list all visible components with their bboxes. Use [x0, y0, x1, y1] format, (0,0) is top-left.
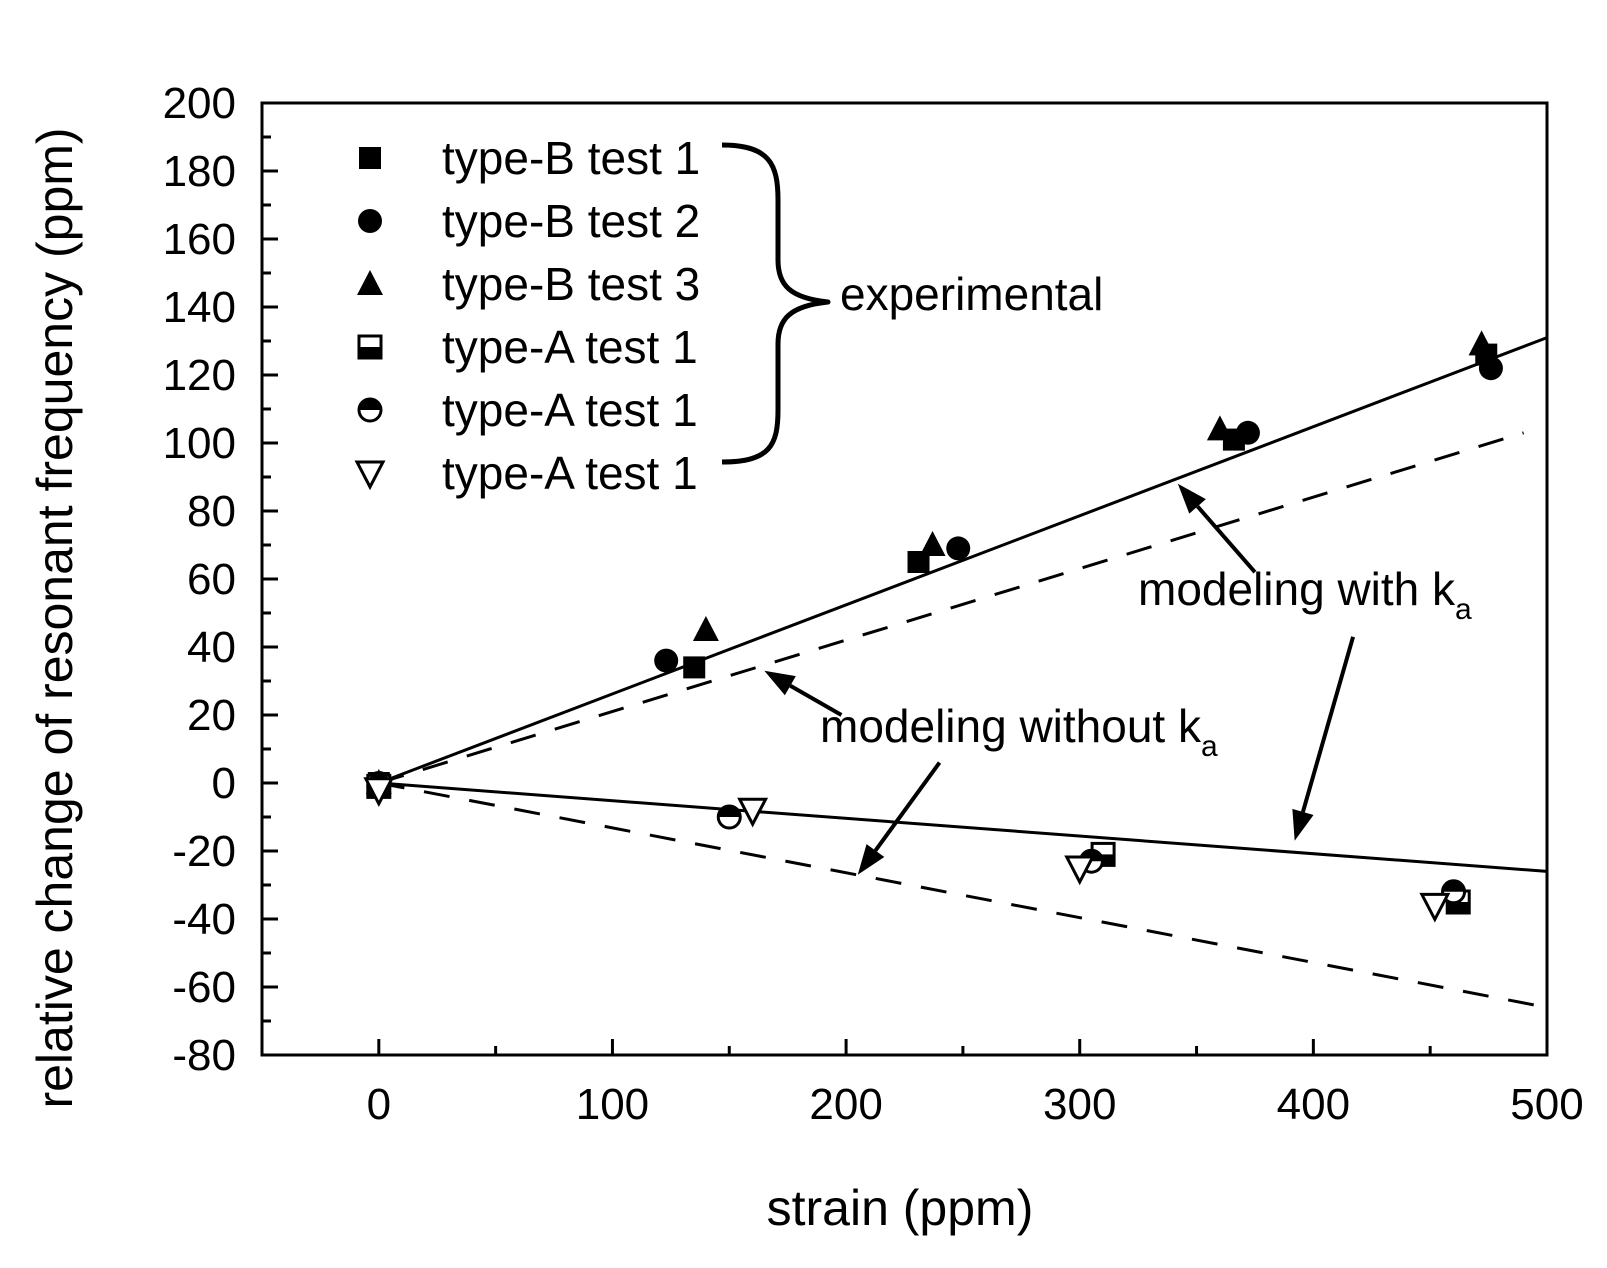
y-tick-label: -20: [172, 827, 236, 876]
y-tick-label: 100: [163, 419, 236, 468]
data-point-series-5-fill: [718, 806, 741, 817]
arrow-shaft: [1301, 636, 1356, 813]
data-point-series-4-fill: [1447, 902, 1470, 913]
tick-labels: 0 100 200 300 400 500200180160140120100806040…: [163, 79, 1584, 1129]
x-tick-label: 300: [1043, 1080, 1116, 1129]
arrow-head: [764, 670, 796, 696]
data-point-series-1: [683, 656, 706, 679]
annotation-modeling-without-ka: modeling without ka: [820, 700, 1218, 763]
data-points: [363, 330, 1503, 923]
arrow-head: [1177, 483, 1206, 514]
model-line-dashed: [378, 431, 1525, 785]
y-tick-label: 40: [187, 623, 236, 672]
x-tick-label: 0: [367, 1080, 391, 1129]
data-point-series-5: [716, 804, 742, 830]
arrow-shaft: [1196, 505, 1257, 574]
y-tick-label: 120: [163, 351, 236, 400]
x-tick-label: 200: [809, 1080, 882, 1129]
annotation-arrows: [764, 483, 1356, 875]
arrow-shaft: [789, 683, 843, 717]
data-point-series-1: [907, 551, 930, 573]
y-tick-label: -40: [172, 895, 236, 944]
legend-marker-fill: [359, 399, 381, 410]
y-tick-label: 140: [163, 283, 236, 332]
x-tick-label: 100: [576, 1080, 649, 1129]
data-point-series-2: [1235, 420, 1260, 445]
data-point-series-6: [363, 777, 395, 808]
arrow-head: [1292, 808, 1314, 841]
data-point-series-6: [737, 797, 769, 828]
y-tick-label: 80: [187, 487, 236, 536]
legend: type-B test 1 type-B test 2 type-B test 3 t…: [354, 132, 700, 499]
data-point-series-3: [1468, 330, 1495, 356]
legend-label: type-A test 1: [442, 447, 698, 499]
legend-marker: [358, 209, 382, 233]
arrow-head: [857, 844, 885, 875]
data-point-series-5: [1441, 879, 1467, 905]
legend-label: type-B test 3: [442, 258, 700, 310]
legend-marker: [357, 397, 383, 423]
x-tick-label: 500: [1510, 1080, 1583, 1129]
x-axis-title: strain (ppm): [767, 1180, 1034, 1236]
y-tick-label: 180: [163, 147, 236, 196]
data-point-series-2: [654, 648, 679, 673]
legend-marker-fill: [359, 347, 381, 358]
data-point-series-3: [1206, 415, 1233, 441]
legend-label: type-B test 2: [442, 195, 700, 247]
y-tick-label: 60: [187, 555, 236, 604]
data-point-series-2: [946, 536, 971, 561]
legend-label: type-A test 1: [442, 384, 698, 436]
y-tick-label: -60: [172, 963, 236, 1012]
data-point-series-3: [919, 531, 946, 556]
legend-marker: [354, 460, 386, 491]
y-tick-label: 0: [212, 759, 236, 808]
data-point-series-5-fill: [1442, 880, 1465, 892]
x-tick-label: 400: [1277, 1080, 1350, 1129]
y-tick-label: 160: [163, 215, 236, 264]
y-tick-label: -80: [172, 1031, 236, 1080]
model-line-dashed: [378, 781, 1548, 1009]
y-axis-title: relative change of resonant frequency (p…: [27, 127, 83, 1108]
data-point-series-2: [1478, 356, 1503, 381]
arrow-shaft: [873, 761, 942, 852]
legend-label: type-A test 1: [442, 321, 698, 373]
legend-marker: [359, 147, 381, 169]
legend-label: type-B test 1: [442, 132, 700, 184]
legend-marker: [357, 270, 383, 295]
experimental-brace: [721, 142, 831, 465]
annotation-modeling-with-ka: modeling with ka: [1138, 563, 1472, 626]
data-point-series-6: [1064, 855, 1096, 886]
data-point-series-3: [692, 616, 719, 641]
data-point-series-6: [1419, 892, 1451, 923]
y-tick-label: 20: [187, 691, 236, 740]
legend-group-label: experimental: [840, 268, 1103, 320]
model-line-solid: [378, 336, 1548, 785]
model-lines: [378, 336, 1548, 1009]
legend-marker: [357, 334, 383, 360]
plot-frame: [260, 101, 1549, 1057]
y-tick-label: 200: [163, 79, 236, 128]
model-line-solid: [378, 781, 1548, 873]
